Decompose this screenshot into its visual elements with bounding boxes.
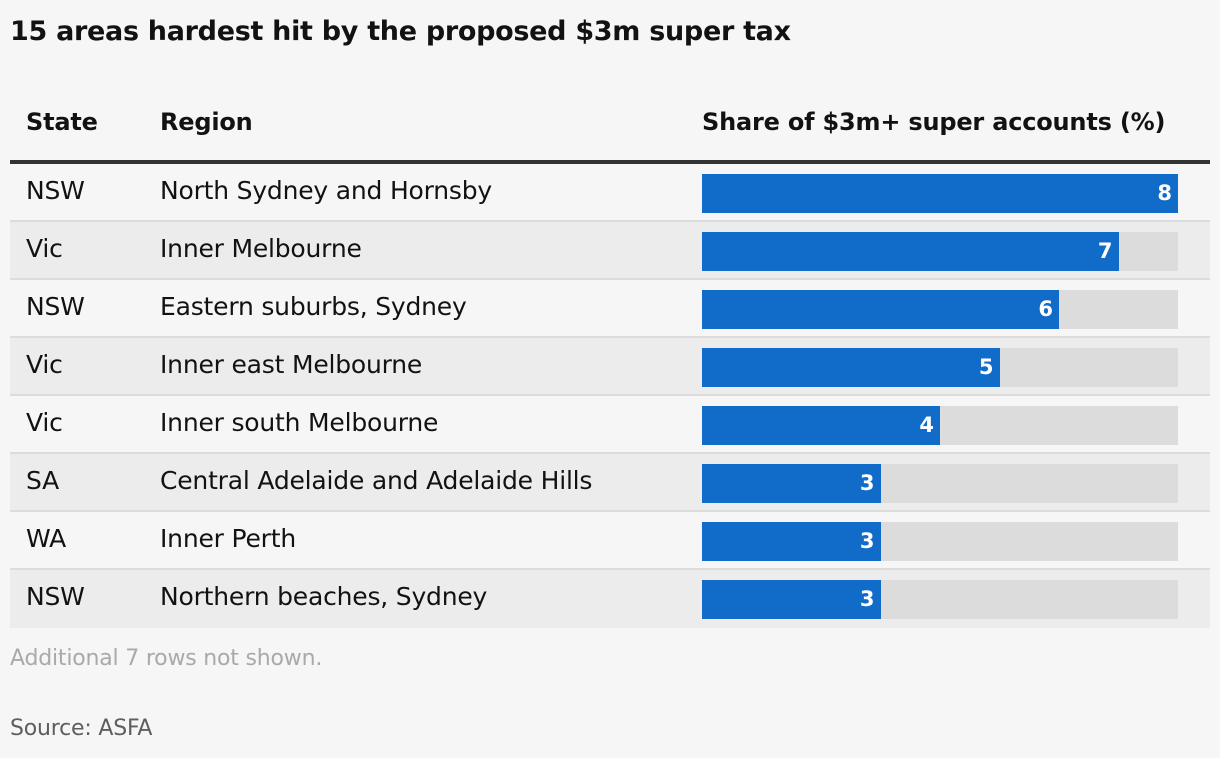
table-row: NSW North Sydney and Hornsby 8: [10, 164, 1210, 222]
chart-title: 15 areas hardest hit by the proposed $3m…: [10, 16, 791, 47]
table-row: SA Central Adelaide and Adelaide Hills 3: [10, 454, 1210, 512]
region-cell: North Sydney and Hornsby: [160, 176, 493, 205]
state-cell: NSW: [26, 582, 85, 611]
table-row: Vic Inner south Melbourne 4: [10, 396, 1210, 454]
bar-value-label: 7: [1097, 239, 1113, 263]
rows-hidden-note: Additional 7 rows not shown.: [10, 646, 323, 671]
state-cell: Vic: [26, 408, 63, 437]
region-cell: Inner south Melbourne: [160, 408, 439, 437]
bar-track: 7: [702, 232, 1178, 271]
share-bar: 7: [702, 232, 1119, 271]
share-bar: 8: [702, 174, 1178, 213]
region-cell: Central Adelaide and Adelaide Hills: [160, 466, 593, 495]
table-row: NSW Northern beaches, Sydney 3: [10, 570, 1210, 628]
region-cell: Inner Melbourne: [160, 234, 362, 263]
share-bar: 3: [702, 580, 881, 619]
state-cell: NSW: [26, 292, 85, 321]
region-cell: Inner east Melbourne: [160, 350, 423, 379]
source-note: Source: ASFA: [10, 716, 153, 741]
bar-track: 3: [702, 464, 1178, 503]
region-cell: Inner Perth: [160, 524, 296, 553]
state-cell: NSW: [26, 176, 85, 205]
table-row: WA Inner Perth 3: [10, 512, 1210, 570]
bar-track: 8: [702, 174, 1178, 213]
data-table: State Region Share of $3m+ super account…: [10, 96, 1210, 628]
bar-value-label: 4: [919, 413, 934, 437]
bar-value-label: 3: [859, 529, 875, 553]
share-bar: 3: [702, 464, 881, 503]
region-cell: Northern beaches, Sydney: [160, 582, 488, 611]
bar-value-label: 3: [859, 587, 875, 611]
region-cell: Eastern suburbs, Sydney: [160, 292, 467, 321]
state-cell: Vic: [26, 234, 63, 263]
state-cell: WA: [26, 524, 67, 553]
bar-value-label: 5: [978, 355, 994, 379]
bar-value-label: 6: [1038, 297, 1053, 321]
table-header: State Region Share of $3m+ super account…: [10, 96, 1210, 164]
share-bar: 4: [702, 406, 940, 445]
bar-track: 4: [702, 406, 1178, 445]
column-header-share: Share of $3m+ super accounts (%): [702, 108, 1166, 136]
column-header-region: Region: [160, 108, 253, 136]
state-cell: Vic: [26, 350, 63, 379]
bar-track: 3: [702, 580, 1178, 619]
table-row: Vic Inner east Melbourne 5: [10, 338, 1210, 396]
bar-value-label: 8: [1157, 181, 1172, 205]
table-body: NSW North Sydney and Hornsby 8 Vic Inner Mel…: [10, 164, 1210, 628]
share-bar: 5: [702, 348, 1000, 387]
state-cell: SA: [26, 466, 60, 495]
table-row: Vic Inner Melbourne 7: [10, 222, 1210, 280]
bar-value-label: 3: [859, 471, 875, 495]
bar-track: 5: [702, 348, 1178, 387]
bar-track: 6: [702, 290, 1178, 329]
share-bar: 3: [702, 522, 881, 561]
share-bar: 6: [702, 290, 1059, 329]
table-row: NSW Eastern suburbs, Sydney 6: [10, 280, 1210, 338]
column-header-state: State: [26, 108, 98, 136]
bar-track: 3: [702, 522, 1178, 561]
